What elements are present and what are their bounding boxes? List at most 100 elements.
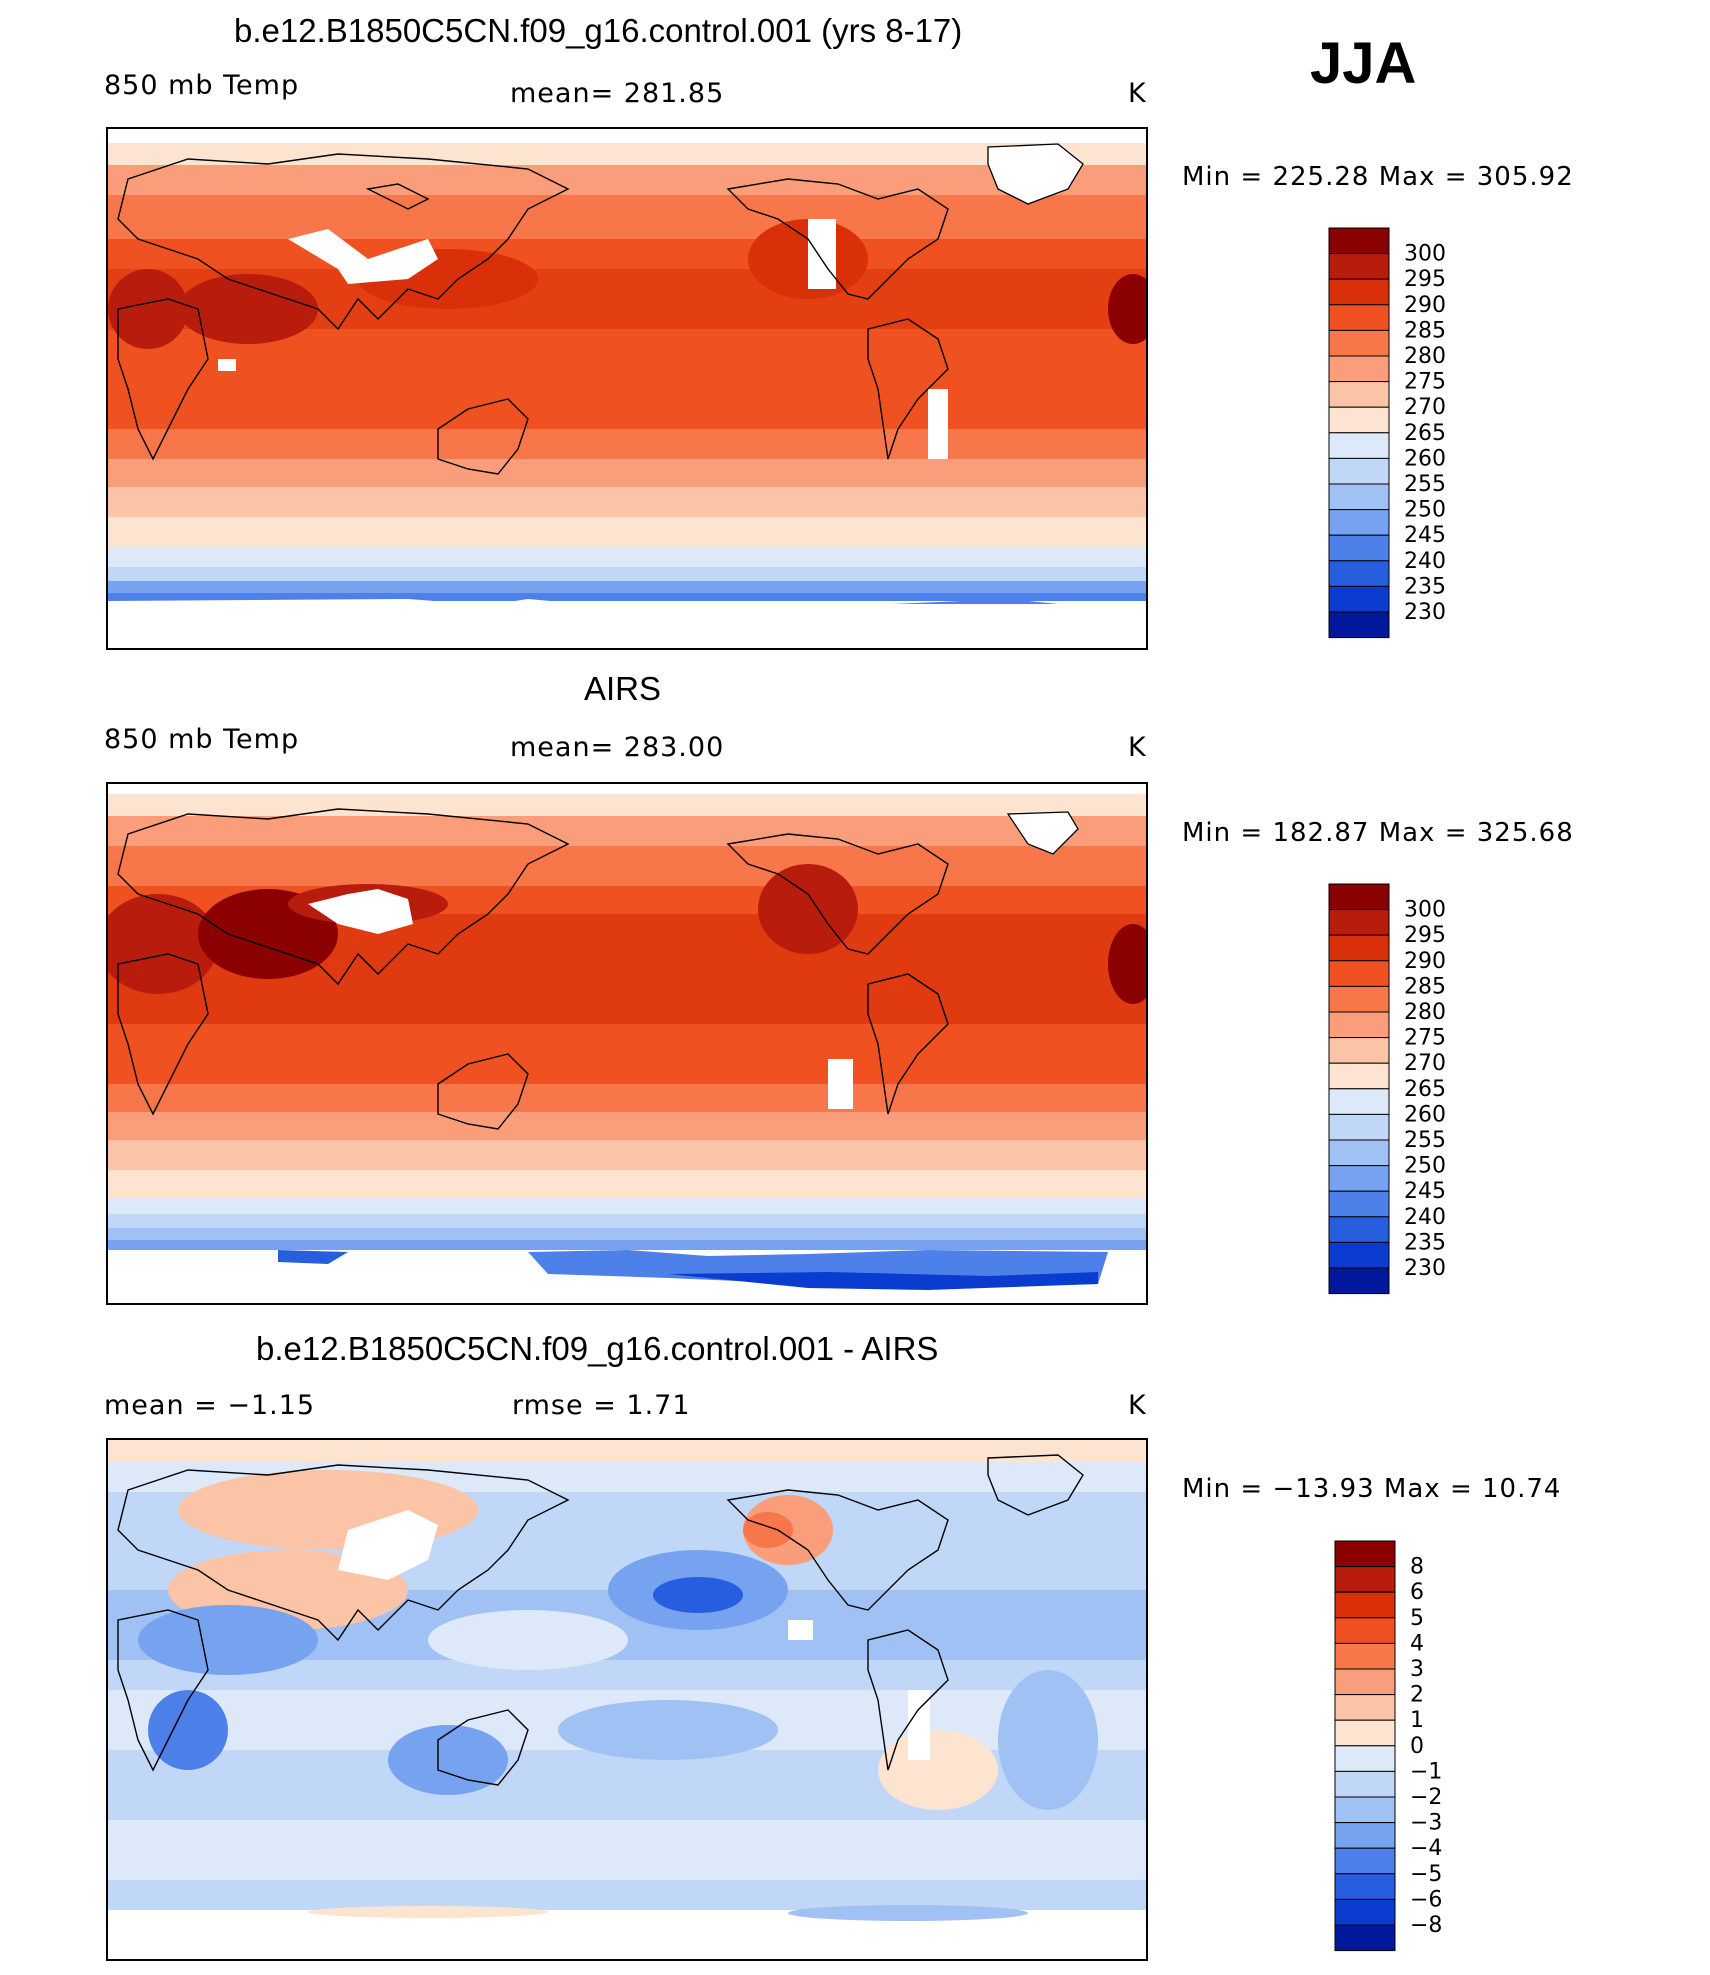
colorbar-tick-label: 265 [1404,421,1446,446]
colorbar-swatch [1328,534,1390,562]
colorbar-tick-label: 240 [1404,549,1446,574]
colorbar-tick-label: 260 [1404,1102,1446,1127]
colorbar-tick-label: 5 [1410,1606,1424,1631]
colorbar-swatch [1334,1745,1396,1772]
panel2-field-label: 850 mb Temp [104,724,300,755]
colorbar-swatch [1328,355,1390,383]
colorbar-tick-label: 235 [1404,574,1446,599]
panel3-minmax: Min = −13.93 Max = 10.74 [1182,1474,1562,1504]
colorbar-swatch [1328,278,1390,306]
colorbar-swatch [1334,1796,1396,1824]
colorbar-tick-label: 290 [1404,293,1446,318]
panel2-mean-label: mean= 283.00 [510,732,725,763]
colorbar-tick-label: 295 [1404,267,1446,292]
colorbar-swatch [1328,1190,1390,1218]
colorbar-swatch [1334,1566,1396,1593]
colorbar-tick-label: 4 [1410,1631,1424,1656]
colorbar-swatch [1334,1822,1396,1849]
panel1-map-canvas [108,129,1146,648]
colorbar-swatch [1328,1011,1390,1039]
colorbar-tick-label: 0 [1410,1734,1424,1759]
colorbar-swatch [1328,483,1390,511]
colorbar-tick-label: 250 [1404,498,1446,523]
colorbar-tick-label: 285 [1404,974,1446,999]
colorbar-swatch [1334,1719,1396,1747]
colorbar-swatch [1328,883,1390,911]
colorbar-tick-label: 280 [1404,1000,1446,1025]
panel1-minmax: Min = 225.28 Max = 305.92 [1182,162,1574,192]
colorbar-tick-label: −1 [1410,1759,1442,1784]
colorbar-swatch [1334,1694,1396,1721]
panel1-units-label: K [1128,78,1147,109]
panel2-map [106,782,1148,1305]
colorbar-tick-label: 8 [1410,1555,1424,1580]
colorbar-swatch [1334,1540,1396,1568]
colorbar-swatch [1328,909,1390,936]
panel1-colorbar: 300 295 290 285 280 275 270 265 260 255 250 245 240 2… [1328,227,1448,639]
colorbar-tick-label: 300 [1404,242,1446,267]
panel3-map-canvas [108,1440,1146,1959]
panel2-title: AIRS [584,670,662,707]
colorbar-tick-label: −3 [1410,1811,1442,1836]
colorbar-tick-label: 280 [1404,344,1446,369]
colorbar-swatch [1334,1617,1396,1644]
colorbar-tick-label: −4 [1410,1836,1442,1861]
colorbar-tick-label: 1 [1410,1708,1424,1733]
colorbar-svg: 3002952902852802752702652602552502452402… [1328,227,1446,639]
colorbar-swatch [1328,1113,1390,1141]
season-label: JJA [1310,31,1417,96]
panel1-mean-label: mean= 281.85 [510,78,725,109]
colorbar-swatch [1328,406,1390,434]
colorbar-swatch [1328,1165,1390,1192]
colorbar-tick-label: 3 [1410,1657,1424,1682]
colorbar-tick-label: 255 [1404,472,1446,497]
panel3-title: b.e12.B1850C5CN.f09_g16.control.001 - AI… [256,1330,939,1367]
colorbar-tick-label: 6 [1410,1580,1424,1605]
colorbar-tick-label: −8 [1410,1913,1442,1938]
colorbar-tick-label: 260 [1404,446,1446,471]
colorbar-tick-label: 245 [1404,523,1446,548]
colorbar-swatch [1328,560,1390,587]
colorbar-tick-label: 265 [1404,1077,1446,1102]
panel2-map-canvas [108,784,1146,1303]
colorbar-swatch [1328,1216,1390,1243]
colorbar-tick-label: 300 [1404,898,1446,923]
colorbar-svg: 3002952902852802752702652602552502452402… [1328,883,1446,1295]
colorbar-swatch [1334,1847,1396,1875]
panel3-map [106,1438,1148,1961]
colorbar-tick-label: −6 [1410,1887,1442,1912]
colorbar-swatch [1334,1924,1396,1952]
colorbar-tick-label: −2 [1410,1785,1442,1810]
colorbar-tick-label: 290 [1404,949,1446,974]
panel3-rmse-label: rmse = 1.71 [512,1390,691,1421]
colorbar-swatch [1328,1062,1390,1090]
colorbar-tick-label: 270 [1404,395,1446,420]
panel2-minmax: Min = 182.87 Max = 325.68 [1182,818,1574,848]
colorbar-swatch [1328,304,1390,331]
panel1-map [106,127,1148,650]
colorbar-swatch [1328,1267,1390,1295]
colorbar-tick-label: 275 [1404,1026,1446,1051]
panel3-mean-label: mean = −1.15 [104,1390,316,1421]
colorbar-swatch [1334,1591,1396,1619]
colorbar-tick-label: 235 [1404,1230,1446,1255]
colorbar-tick-label: 270 [1404,1051,1446,1076]
colorbar-swatch [1328,227,1390,255]
colorbar-tick-label: 240 [1404,1205,1446,1230]
colorbar-swatch [1328,457,1390,485]
panel3-units-label: K [1128,1390,1147,1421]
colorbar-tick-label: 285 [1404,318,1446,343]
colorbar-tick-label: 250 [1404,1154,1446,1179]
colorbar-swatch [1328,509,1390,536]
panel3-colorbar: 8 6 5 4 3 2 1 0 −1 −2 −3 −4 −5 −6 −8 [1334,1540,1454,1952]
colorbar-tick-label: 295 [1404,923,1446,948]
colorbar-tick-label: 230 [1404,600,1446,625]
colorbar-tick-label: 275 [1404,370,1446,395]
panel1-field-label: 850 mb Temp [104,70,300,101]
colorbar-swatch [1334,1873,1396,1900]
colorbar-swatch [1328,960,1390,987]
colorbar-tick-label: −5 [1410,1862,1442,1887]
colorbar-tick-label: 255 [1404,1128,1446,1153]
colorbar-tick-label: 245 [1404,1179,1446,1204]
